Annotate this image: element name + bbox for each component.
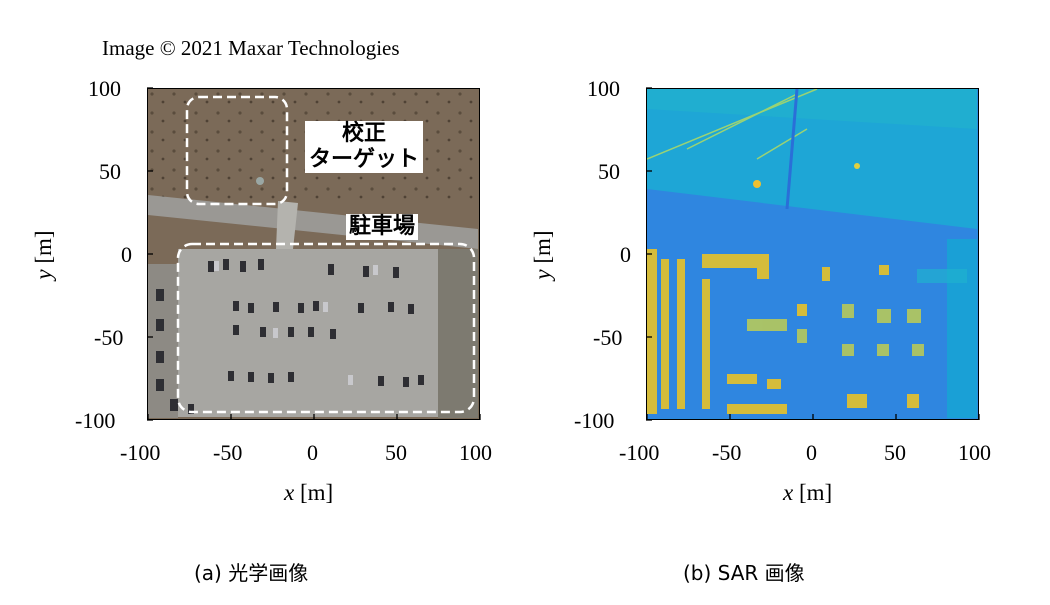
sar-xlabel-unit: [m] — [798, 480, 833, 505]
optical-ytick-50: 50 — [99, 159, 121, 184]
sar-xlabel-var: x — [783, 480, 794, 505]
optical-xlabel-unit: [m] — [299, 480, 334, 505]
calibration-target-label: 校正 ターゲット — [305, 121, 423, 173]
sar-xtick-100: 100 — [958, 440, 991, 465]
optical-xlabel-var: x — [284, 480, 295, 505]
caption-sar: (b) SAR 画像 — [683, 561, 805, 585]
optical-xtick-m100: -100 — [120, 440, 161, 465]
sar-image-panel — [646, 88, 979, 420]
optical-ytick-m50: -50 — [94, 325, 124, 350]
sar-ytick-0: 0 — [620, 242, 631, 267]
sar-ylabel-var: y — [530, 269, 555, 280]
caption-optical: (a) 光学画像 — [194, 561, 309, 585]
sar-xlabel: x [m] — [783, 480, 832, 506]
sar-xtick-m50: -50 — [712, 440, 742, 465]
parking-lot-label: 駐車場 — [346, 214, 419, 240]
sar-xtick-m100: -100 — [619, 440, 660, 465]
sar-xtick-0: 0 — [806, 440, 817, 465]
optical-ylabel: y [m] — [31, 215, 57, 295]
calibration-label-line2: ターゲット — [308, 147, 419, 172]
sar-image — [647, 89, 977, 418]
optical-ytick-m100: -100 — [75, 408, 116, 433]
optical-ylabel-unit: [m] — [31, 230, 56, 264]
optical-xtick-0: 0 — [307, 440, 318, 465]
sar-ytick-m50: -50 — [593, 325, 623, 350]
optical-xtick-100: 100 — [459, 440, 492, 465]
sar-xtick-50: 50 — [884, 440, 906, 465]
optical-xlabel: x [m] — [284, 480, 333, 506]
sar-ylabel: y [m] — [530, 215, 556, 295]
sar-ylabel-unit: [m] — [530, 230, 555, 264]
optical-axis-ticks — [147, 87, 481, 421]
optical-xtick-50: 50 — [385, 440, 407, 465]
image-credit: Image © 2021 Maxar Technologies — [102, 36, 400, 60]
sar-ytick-m100: -100 — [574, 408, 615, 433]
sar-axis-ticks — [646, 87, 980, 421]
optical-ytick-100: 100 — [88, 76, 121, 101]
optical-ytick-0: 0 — [121, 242, 132, 267]
optical-xtick-m50: -50 — [213, 440, 243, 465]
sar-ytick-50: 50 — [598, 159, 620, 184]
sar-ytick-100: 100 — [587, 76, 620, 101]
optical-ylabel-var: y — [31, 269, 56, 280]
calibration-label-line1: 校正 — [341, 121, 386, 146]
